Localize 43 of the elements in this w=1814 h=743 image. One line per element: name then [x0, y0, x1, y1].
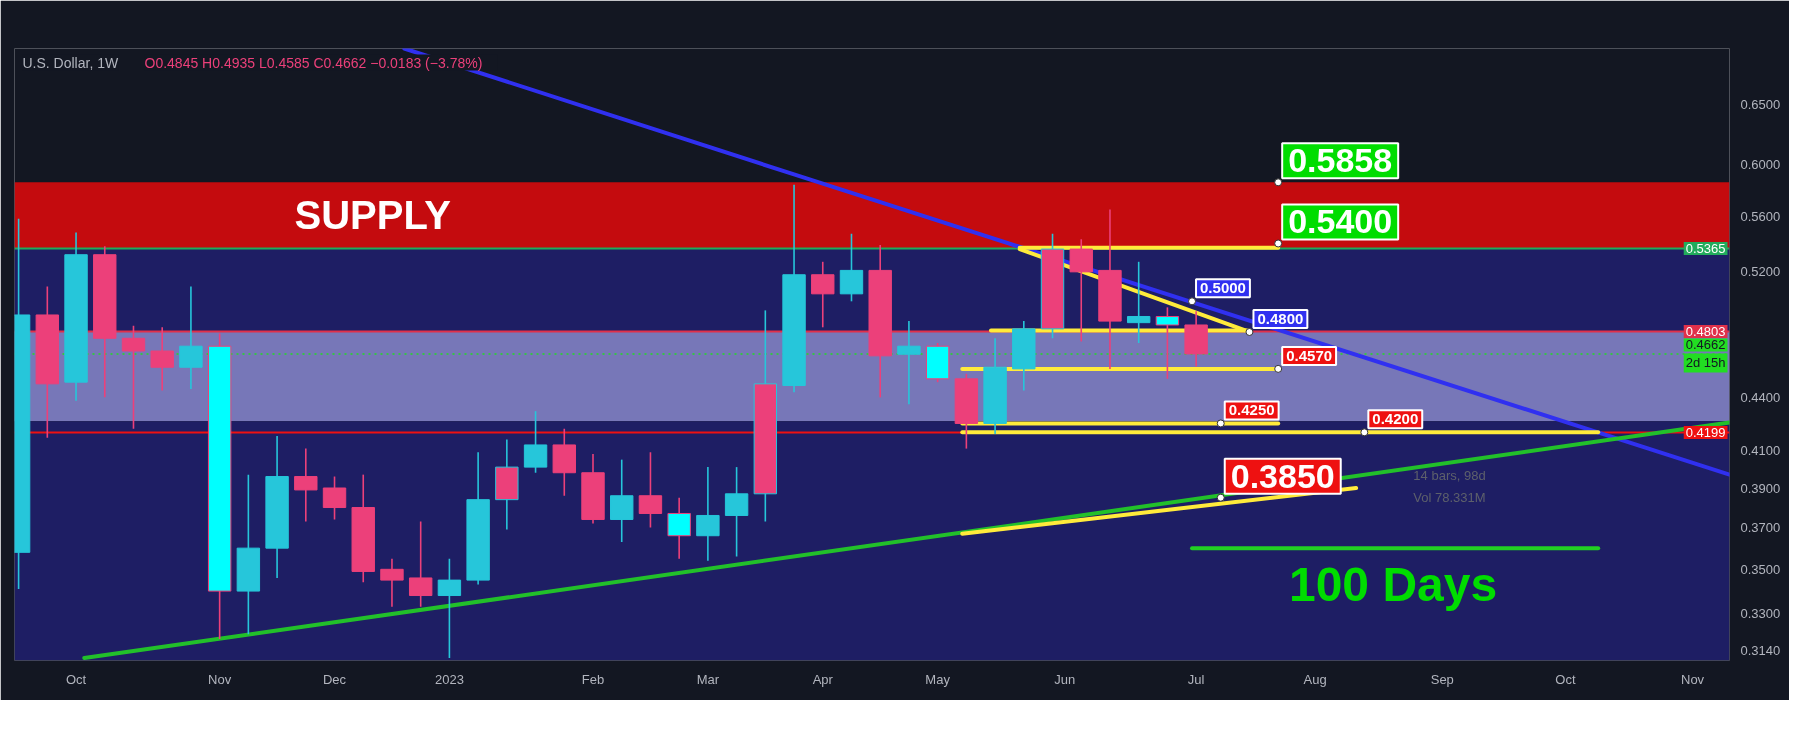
y-tick-label: 0.3900	[1740, 480, 1781, 496]
x-tick-label: Mar	[696, 671, 720, 687]
y-tick-label: 0.3700	[1740, 520, 1781, 536]
x-tick-label: Sep	[1430, 671, 1454, 687]
x-tick-label: Dec	[322, 671, 347, 687]
x-tick-label: Aug	[1303, 671, 1327, 687]
y-tick-label: 0.4100	[1740, 442, 1781, 458]
annotation: 0.4800	[1257, 309, 1304, 327]
x-tick-label: Nov	[1681, 671, 1705, 687]
annotation: 0.4200	[1372, 410, 1419, 428]
y-tick-label: 0.6500	[1740, 96, 1781, 112]
y-tick-label: 0.6000	[1740, 156, 1781, 172]
ref-line-label: 0.4199	[1685, 425, 1726, 440]
x-tick-label: Apr	[812, 671, 834, 687]
annotation: 0.4250	[1228, 401, 1275, 419]
x-tick-label: 2023	[434, 671, 464, 687]
chart-subtitle: O0.4845 H0.4935 L0.4585 C0.4662 −0.0183 (−3.78%)	[144, 54, 483, 71]
x-tick-label: May	[925, 671, 951, 687]
y-tick-label: 0.3140	[1740, 643, 1781, 659]
annotation: Vol 78.331M	[1413, 490, 1486, 505]
annotation: 0.3850	[1230, 456, 1335, 495]
annotation: 100 Days	[1288, 558, 1498, 612]
x-tick-label: Jun	[1054, 671, 1076, 687]
y-tick-label: 0.5600	[1740, 208, 1781, 224]
annotation: 0.5000	[1200, 279, 1246, 297]
annotation: 0.5858	[1288, 141, 1393, 180]
x-tick-label: Feb	[581, 671, 605, 687]
ref-line-label: 0.4803	[1685, 324, 1726, 340]
ref-line-label: 0.5365	[1685, 240, 1726, 256]
y-tick-label: 0.5200	[1740, 264, 1781, 280]
x-tick-label: Nov	[208, 671, 232, 687]
chart-title: U.S. Dollar, 1W	[22, 54, 119, 71]
y-tick-label: 0.4400	[1740, 389, 1781, 405]
annotation: 0.5400	[1288, 202, 1393, 241]
band-label: SUPPLY	[294, 193, 452, 238]
ref-line-label: 0.4662 2d 15h	[1685, 337, 1726, 371]
annotation: 0.4570	[1286, 346, 1333, 364]
annotation: 14 bars, 98d	[1413, 468, 1486, 483]
y-tick-label: 0.3500	[1740, 561, 1781, 577]
x-tick-label: Oct	[1555, 671, 1576, 687]
x-tick-label: Oct	[65, 671, 87, 687]
x-tick-label: Jul	[1187, 671, 1205, 687]
y-tick-label: 0.3300	[1740, 606, 1781, 622]
